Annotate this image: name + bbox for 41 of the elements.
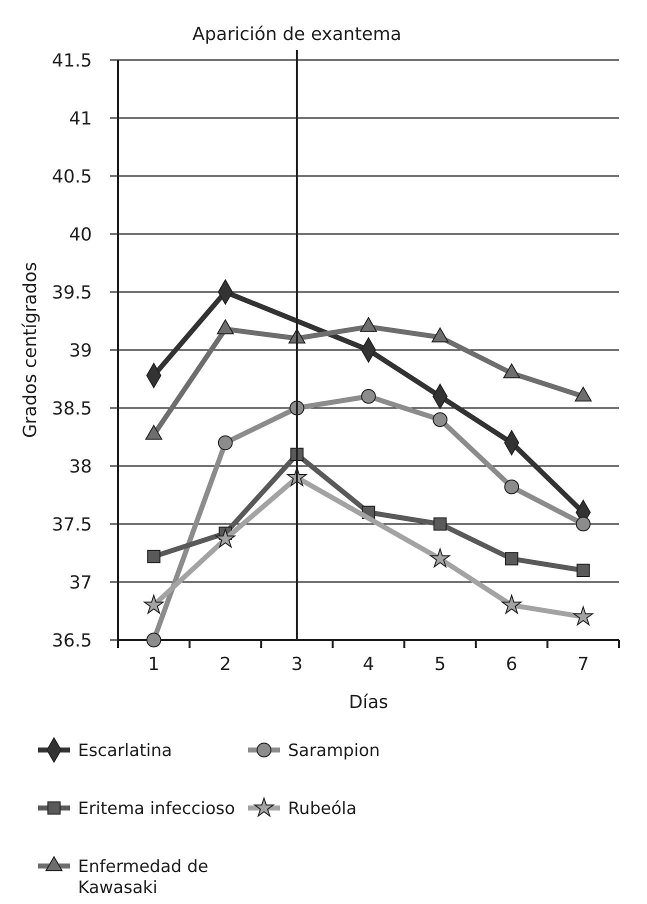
y-tick-label: 41 (69, 108, 92, 130)
legend-label: Sarampion (288, 740, 380, 761)
point (576, 564, 590, 578)
legend-label: Rubeóla (288, 798, 357, 819)
point (432, 412, 448, 427)
ref-line-label: Aparición de exantema (192, 24, 402, 45)
y-tick-label: 40.5 (52, 166, 92, 188)
y-tick-label: 36.5 (52, 630, 92, 652)
point (502, 594, 522, 614)
x-axis-title: Días (348, 692, 388, 713)
point (433, 517, 447, 531)
y-tick-label: 38.5 (52, 398, 92, 420)
legend-label: Escarlatina (78, 740, 172, 761)
point (576, 516, 591, 532)
point (147, 550, 160, 564)
y-axis-title: Grados centígrados (20, 262, 41, 438)
y-tick-label: 41.5 (52, 50, 92, 72)
point (215, 528, 236, 548)
y-tick-label: 37 (69, 572, 92, 594)
y-tick-label: 39.5 (52, 282, 92, 304)
x-tick-label: 7 (577, 654, 589, 675)
x-tick-label: 6 (506, 654, 518, 675)
point (504, 479, 520, 494)
y-tick-label: 38 (69, 456, 92, 478)
legend-label: Eritema infeccioso (78, 798, 235, 819)
point (573, 606, 594, 626)
point (146, 632, 162, 648)
x-tick-label: 1 (148, 654, 160, 675)
x-tick-label: 4 (362, 654, 374, 675)
y-tick-label: 37.5 (52, 514, 92, 536)
legend-label: Enfermedad de Kawasaki (78, 856, 208, 898)
point (144, 594, 164, 614)
point (361, 389, 376, 404)
y-tick-label: 40 (69, 224, 92, 246)
x-tick-label: 2 (220, 654, 232, 675)
point (218, 435, 233, 450)
point (505, 552, 518, 566)
x-tick-label: 3 (291, 654, 303, 675)
y-tick-label: 39 (69, 340, 92, 362)
point (430, 548, 450, 568)
x-tick-label: 5 (434, 654, 446, 675)
